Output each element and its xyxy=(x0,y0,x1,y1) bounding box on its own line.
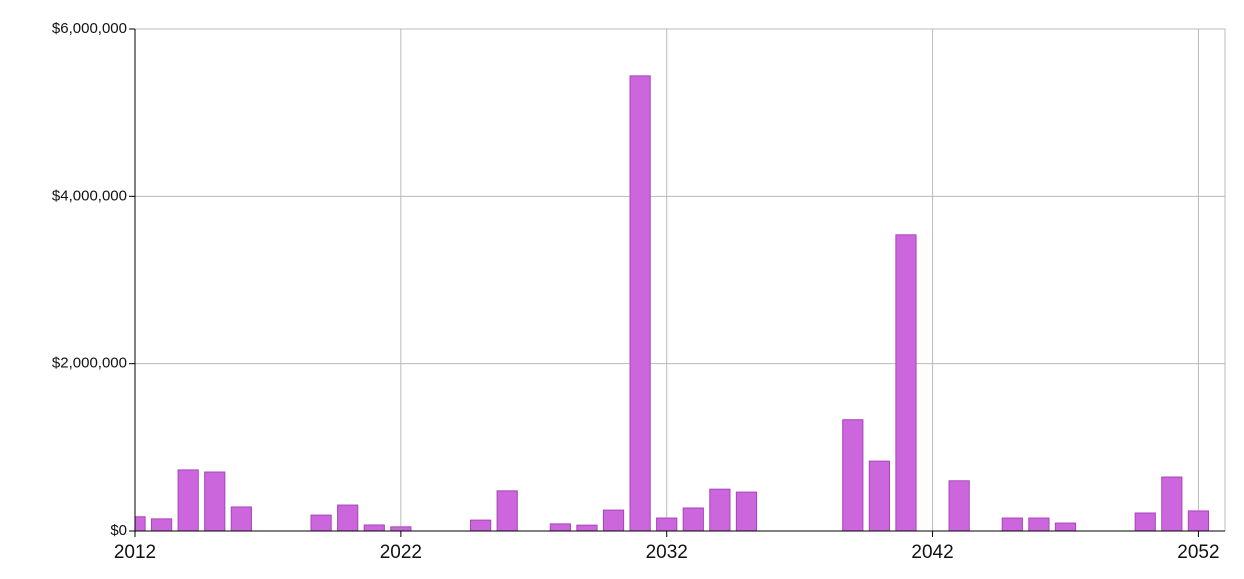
x-tick-label: 2022 xyxy=(380,542,422,563)
bar xyxy=(735,491,758,531)
x-tick-label: 2052 xyxy=(1177,542,1219,563)
bar xyxy=(1187,510,1210,531)
bar xyxy=(390,526,412,531)
bar xyxy=(948,480,970,531)
y-tick-label: $4,000,000 xyxy=(52,187,127,204)
bar xyxy=(549,523,571,531)
x-tick-label: 2032 xyxy=(646,542,688,563)
bar xyxy=(135,516,146,531)
bar xyxy=(177,469,199,531)
bar xyxy=(496,490,518,531)
y-tick-label: $2,000,000 xyxy=(52,355,127,372)
bar xyxy=(1001,517,1023,531)
bar xyxy=(682,507,704,531)
bar xyxy=(310,514,332,531)
plot-frame xyxy=(134,28,1226,532)
bar xyxy=(150,518,173,531)
bar xyxy=(230,506,252,531)
bar xyxy=(709,488,731,531)
bar xyxy=(656,517,678,531)
bar xyxy=(629,75,651,531)
y-tick-label: $6,000,000 xyxy=(52,20,127,37)
bar xyxy=(1161,476,1183,531)
bar xyxy=(204,471,226,531)
bar xyxy=(576,524,598,531)
x-tick-label: 2012 xyxy=(114,542,156,563)
bar xyxy=(868,460,890,531)
x-tick-label: 2042 xyxy=(911,542,953,563)
bar xyxy=(337,504,359,531)
bar xyxy=(470,519,492,531)
bar xyxy=(842,419,864,531)
bar xyxy=(1054,522,1077,531)
bar xyxy=(895,234,917,531)
bar xyxy=(602,509,625,531)
bar xyxy=(363,524,385,531)
bar xyxy=(1028,517,1050,531)
y-tick-label: $0 xyxy=(110,522,127,539)
bar xyxy=(1134,512,1156,531)
